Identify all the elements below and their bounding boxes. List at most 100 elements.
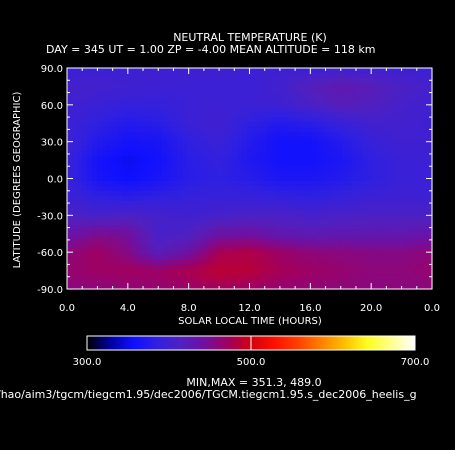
heatmap-cell xyxy=(282,112,288,118)
heatmap-cell xyxy=(147,87,153,94)
heatmap-cell xyxy=(352,117,358,123)
heatmap-cell xyxy=(242,279,248,285)
heatmap-cell xyxy=(397,205,403,212)
heatmap-cell xyxy=(382,220,388,226)
heatmap-cell xyxy=(167,136,173,143)
heatmap-cell xyxy=(157,190,163,197)
heatmap-cell xyxy=(112,122,118,128)
heatmap-cell xyxy=(252,82,258,89)
heatmap-cell xyxy=(142,274,148,280)
heatmap-cell xyxy=(162,205,168,212)
heatmap-cell xyxy=(217,92,223,99)
heatmap-cell xyxy=(187,97,193,103)
heatmap-cell xyxy=(87,205,93,212)
heatmap-cell xyxy=(297,82,303,89)
heatmap-cell xyxy=(382,269,388,275)
heatmap-cell xyxy=(347,284,353,290)
heatmap-cell xyxy=(227,82,233,89)
heatmap-cell xyxy=(127,117,133,123)
heatmap-cell xyxy=(327,220,333,226)
heatmap-cell xyxy=(162,107,168,113)
heatmap-cell xyxy=(332,215,338,221)
heatmap-cell xyxy=(352,249,358,256)
heatmap-cell xyxy=(337,141,343,148)
heatmap-cell xyxy=(232,68,238,74)
heatmap-cell xyxy=(207,220,213,226)
heatmap-cell xyxy=(102,180,108,187)
heatmap-cell xyxy=(352,161,358,167)
heatmap-cell xyxy=(357,274,363,280)
heatmap-cell xyxy=(102,102,108,108)
heatmap-cell xyxy=(137,112,143,118)
heatmap-cell xyxy=(352,205,358,212)
heatmap-cell xyxy=(122,269,128,275)
heatmap-cell xyxy=(357,131,363,138)
heatmap-cell xyxy=(387,180,393,187)
heatmap-cell xyxy=(112,190,118,197)
heatmap-cell xyxy=(137,92,143,99)
heatmap-cell xyxy=(222,205,228,212)
heatmap-cell xyxy=(122,141,128,148)
heatmap-cell xyxy=(207,107,213,113)
heatmap-cell xyxy=(412,161,418,167)
heatmap-cell xyxy=(72,112,78,118)
heatmap-cell xyxy=(427,136,433,143)
heatmap-cell xyxy=(397,161,403,167)
heatmap-cell xyxy=(357,102,363,108)
heatmap-cell xyxy=(187,254,193,261)
heatmap-cell xyxy=(172,264,178,270)
heatmap-cell xyxy=(402,112,408,118)
heatmap-cell xyxy=(397,102,403,108)
heatmap-cell xyxy=(142,254,148,261)
heatmap-cell xyxy=(97,185,103,192)
heatmap-cell xyxy=(82,200,88,207)
heatmap-cell xyxy=(277,166,283,172)
heatmap-cell xyxy=(362,185,368,192)
heatmap-cell xyxy=(292,77,298,84)
heatmap-cell xyxy=(132,171,138,177)
heatmap-cell xyxy=(157,97,163,103)
heatmap-cell xyxy=(222,112,228,118)
heatmap-cell xyxy=(307,190,313,197)
heatmap-cell xyxy=(322,249,328,256)
heatmap-cell xyxy=(227,239,233,246)
heatmap-cell xyxy=(127,146,133,153)
heatmap-cell xyxy=(192,146,198,153)
heatmap-cell xyxy=(157,279,163,285)
heatmap-cell xyxy=(362,180,368,187)
heatmap-cell xyxy=(172,185,178,192)
heatmap-cell xyxy=(87,239,93,246)
heatmap-cell xyxy=(342,210,348,216)
heatmap-cell xyxy=(287,87,293,94)
heatmap-cell xyxy=(77,151,83,157)
y-tick-label: 0.0 xyxy=(47,175,63,186)
heatmap-cell xyxy=(132,156,138,162)
heatmap-cell xyxy=(162,102,168,108)
heatmap-cell xyxy=(157,102,163,108)
heatmap-cell xyxy=(222,161,228,167)
heatmap-cell xyxy=(307,274,313,280)
heatmap-cell xyxy=(402,161,408,167)
heatmap-cell xyxy=(312,254,318,261)
heatmap-cell xyxy=(217,176,223,182)
heatmap-cell xyxy=(112,97,118,103)
heatmap-cell xyxy=(277,205,283,212)
heatmap-cell xyxy=(392,136,398,143)
heatmap-cell xyxy=(142,239,148,246)
heatmap-cell xyxy=(412,269,418,275)
heatmap-cell xyxy=(272,126,278,133)
heatmap-cell xyxy=(222,244,228,251)
heatmap-cell xyxy=(422,151,428,157)
heatmap-cell xyxy=(252,220,258,226)
heatmap-cell xyxy=(302,259,308,266)
heatmap-cell xyxy=(292,92,298,99)
heatmap-cell xyxy=(202,107,208,113)
heatmap-cell xyxy=(352,269,358,275)
heatmap-cell xyxy=(427,87,433,94)
heatmap-cell xyxy=(352,126,358,133)
heatmap-cell xyxy=(322,136,328,143)
heatmap-cell xyxy=(357,244,363,251)
heatmap-cell xyxy=(292,185,298,192)
heatmap-cell xyxy=(302,274,308,280)
heatmap-cell xyxy=(402,131,408,138)
